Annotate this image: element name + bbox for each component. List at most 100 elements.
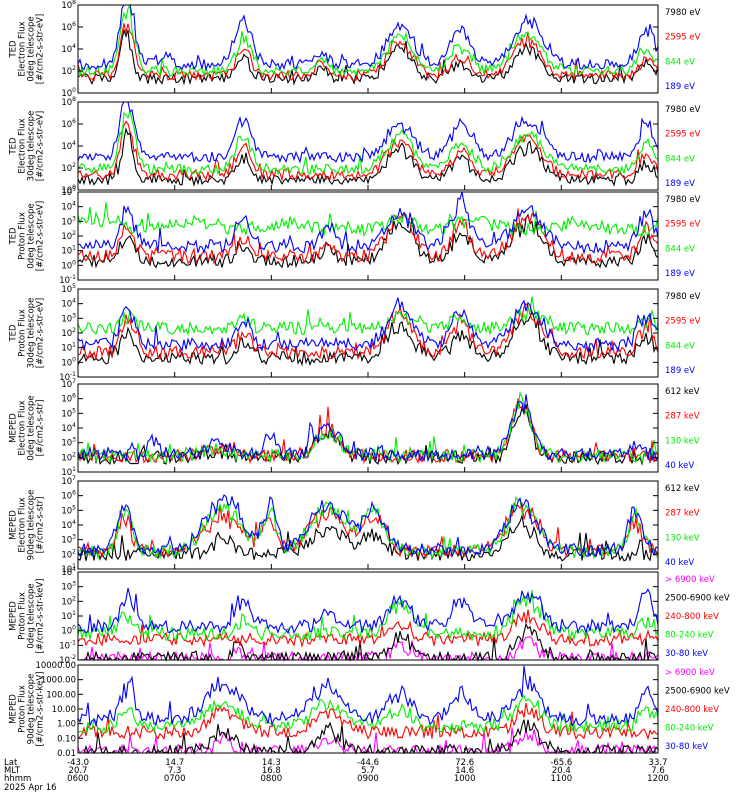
- x-tick-label-mlt: 7.6: [651, 766, 665, 776]
- series-line-2-2: [77, 120, 659, 182]
- legend-entry: 2595 eV: [665, 317, 701, 327]
- x-tick-label-hhmm: 1200: [647, 774, 669, 784]
- y-tick-label: 105: [61, 407, 76, 419]
- x-tick-label-mlt: 20.4: [552, 766, 571, 776]
- y-tick-label: 108: [61, 96, 76, 108]
- y-tick-label: 102: [61, 327, 76, 339]
- x-row-label: MLT: [4, 766, 21, 776]
- legend-entry: 612 keV: [665, 387, 700, 397]
- series-line-1-4: [77, 4, 659, 72]
- y-tick-label: 101: [61, 245, 76, 257]
- y-tick-label: 108: [61, 0, 76, 11]
- series-line-4-1: [77, 310, 659, 367]
- legend-entry: 189 eV: [665, 82, 695, 92]
- legend-entry: 2500-6900 keV: [665, 594, 730, 604]
- y-tick-label: 100.00: [46, 690, 76, 700]
- legend-entry: 189 eV: [665, 366, 695, 376]
- y-axis-label: TEDElectron Flux0deg telescope[#/cm2-s-s…: [9, 14, 46, 84]
- x-tick-label-mlt: 16.8: [262, 766, 281, 776]
- legend-entry: 240-800 keV: [665, 612, 719, 622]
- y-tick-label: 104: [61, 201, 76, 213]
- y-tick-label: 0.10: [57, 734, 76, 744]
- legend-entry: 80-240 keV: [665, 724, 714, 734]
- legend-entry: 40 keV: [665, 461, 694, 471]
- legend-entry: 2500-6900 keV: [665, 687, 730, 697]
- y-tick-label: 106: [61, 21, 76, 33]
- series-line-3-2: [77, 208, 659, 265]
- y-tick-label: 10000.00: [35, 661, 76, 671]
- legend-entry: 7980 eV: [665, 195, 701, 205]
- y-tick-label: 104: [61, 140, 76, 152]
- y-tick-label: 107: [61, 378, 76, 390]
- y-axis-label: MEPEDElectron Flux0deg telescope[#/cm2-s…: [9, 395, 46, 460]
- series-line-7-3: [77, 609, 659, 649]
- series-line-8-5: [77, 665, 659, 728]
- y-tick-label: 100: [61, 625, 76, 637]
- panel-frame: [77, 664, 659, 754]
- legend-entry: 30-80 keV: [665, 649, 708, 659]
- series-line-7-5: [77, 587, 659, 635]
- series-line-4-4: [77, 297, 659, 353]
- x-tick-label-mlt: 7.3: [168, 766, 182, 776]
- x-row-label: hhmm: [4, 774, 31, 784]
- legend-entry: 2595 eV: [665, 130, 701, 140]
- panel-frame: [77, 101, 659, 191]
- y-tick-label: 107: [61, 475, 76, 487]
- x-tick-label-hhmm: 1000: [454, 774, 476, 784]
- series-line-7-4: [77, 589, 659, 643]
- x-tick-label-mlt: 5.7: [361, 766, 375, 776]
- y-tick-label: 104: [61, 422, 76, 434]
- x-tick-label-lat: 72.6: [455, 758, 474, 768]
- y-tick-label: 103: [61, 437, 76, 449]
- y-tick-label: 1.00: [57, 720, 76, 730]
- y-tick-label: 101: [61, 342, 76, 354]
- y-tick-label: 103: [61, 534, 76, 546]
- legend-entry: 30-80 keV: [665, 742, 708, 752]
- legend-entry: > 6900 keV: [665, 668, 715, 678]
- y-tick-label: 10-1: [59, 639, 76, 651]
- legend-entry: 130 keV: [665, 533, 700, 543]
- legend-entry: 189 eV: [665, 269, 695, 279]
- panel-frame: [77, 288, 659, 378]
- x-tick-label-hhmm: 0600: [67, 774, 89, 784]
- y-tick-label: 105: [61, 283, 76, 295]
- y-tick-label: 102: [61, 162, 76, 174]
- panel-frame: [77, 191, 659, 281]
- legend-entry: 7980 eV: [665, 8, 701, 18]
- y-tick-label: 102: [61, 451, 76, 463]
- y-tick-label: 101: [61, 610, 76, 622]
- legend-entry: 844 eV: [665, 57, 695, 67]
- y-tick-label: 100: [61, 259, 76, 271]
- y-tick-label: 103: [61, 312, 76, 324]
- series-line-8-4: [77, 694, 659, 735]
- x-tick-label-lat: 14.3: [262, 758, 281, 768]
- legend-entry: 844 eV: [665, 341, 695, 351]
- legend-entry: 2595 eV: [665, 33, 701, 43]
- y-tick-label: 106: [61, 118, 76, 130]
- series-line-6-3: [77, 496, 659, 560]
- y-tick-label: 104: [61, 566, 76, 578]
- x-tick-label-hhmm: 0900: [357, 774, 379, 784]
- x-tick-label-hhmm: 0700: [164, 774, 186, 784]
- x-tick-label-lat: -65.6: [550, 758, 572, 768]
- y-tick-label: 102: [61, 548, 76, 560]
- y-axis-label: TEDProton Flux30deg telescope[#/cm2-s-st…: [9, 298, 46, 369]
- legend-entry: 130 keV: [665, 436, 700, 446]
- panel-frame: [77, 4, 659, 94]
- y-tick-label: 105: [61, 504, 76, 516]
- y-tick-label: 106: [61, 393, 76, 405]
- x-tick-label-mlt: 14.6: [455, 766, 474, 776]
- y-axis-label: TEDElectron Flux30deg telescope[#/cm2-s-…: [9, 111, 46, 182]
- y-axis-label: TEDProton Flux0deg telescope[#/cm2-s-str…: [9, 201, 46, 271]
- series-line-4-3: [77, 296, 659, 337]
- x-row-label: 2025 Apr 16: [4, 783, 57, 793]
- x-tick-label-lat: -43.0: [67, 758, 89, 768]
- series-line-1-1: [77, 28, 659, 86]
- x-tick-label-lat: -44.6: [357, 758, 379, 768]
- series-line-1-2: [77, 23, 659, 82]
